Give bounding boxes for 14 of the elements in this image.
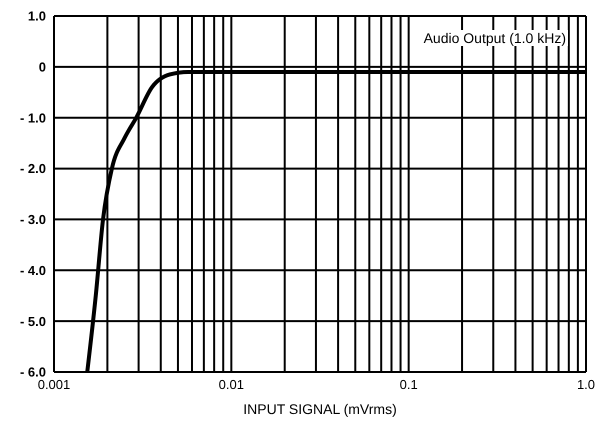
y-tick-label: - 3.0 bbox=[20, 212, 46, 228]
annotation: Audio Output (1.0 kHz) bbox=[422, 30, 568, 46]
y-tick-label: - 2.0 bbox=[20, 161, 46, 176]
y-tick-label: 0 bbox=[38, 59, 46, 74]
y-tick-label: - 5.0 bbox=[20, 314, 46, 329]
y-tick-label: - 4.0 bbox=[20, 262, 46, 278]
y-tick-label: - 6.0 bbox=[20, 364, 46, 380]
x-tick-label: 0.1 bbox=[400, 377, 418, 392]
y-tick-label: - 1.0 bbox=[20, 110, 46, 126]
x-tick-label: 0.001 bbox=[38, 377, 70, 392]
x-axis-title: INPUT SIGNAL (mVrms) bbox=[243, 401, 397, 417]
x-tick-label: 0.01 bbox=[218, 377, 244, 392]
x-tick-label: 1.0 bbox=[576, 377, 596, 392]
y-tick-label: 1.0 bbox=[28, 8, 46, 24]
